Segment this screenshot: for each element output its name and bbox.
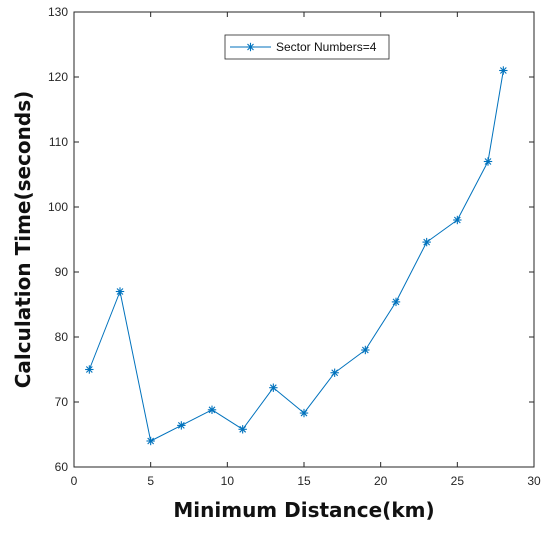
- ticks-layer: 0 5 10 15 20 25 30 60 70 80 90 100 110 120 130: [48, 5, 541, 488]
- data-point-marker: [422, 237, 431, 247]
- x-tick-label: 30: [527, 474, 541, 488]
- y-tick-label: 70: [55, 395, 69, 409]
- x-axis-label: Minimum Distance(km): [173, 498, 434, 522]
- y-axis-label: Calculation Time(seconds): [11, 91, 35, 389]
- x-tick-label: 15: [297, 474, 311, 488]
- data-point-marker: [177, 421, 186, 430]
- y-tick-label: 90: [55, 265, 69, 279]
- x-tick-label: 25: [451, 474, 465, 488]
- series-layer: [85, 66, 508, 446]
- data-point-marker: [238, 425, 247, 434]
- y-tick-label: 130: [48, 5, 68, 19]
- y-tick-label: 100: [48, 200, 68, 214]
- data-point-marker: [391, 297, 401, 307]
- y-tick-label: 80: [55, 330, 69, 344]
- data-point-marker: [361, 345, 370, 355]
- data-point-marker: [85, 365, 94, 374]
- x-tick-label: 20: [374, 474, 388, 488]
- y-tick-label: 110: [49, 135, 68, 149]
- x-tick-label: 0: [71, 474, 78, 488]
- data-point-marker: [207, 405, 217, 414]
- legend: Sector Numbers=4: [224, 34, 390, 60]
- y-tick-label: 60: [55, 460, 69, 474]
- data-point-marker: [299, 408, 309, 418]
- data-point-marker: [146, 436, 155, 446]
- data-point-marker: [269, 383, 278, 392]
- x-tick-label: 5: [147, 474, 154, 488]
- legend-asterisk-icon: [246, 42, 255, 52]
- data-point-marker: [330, 368, 339, 377]
- data-point-marker: [115, 287, 125, 296]
- plot-area-frame: [73, 11, 535, 468]
- legend-marker-icon: [246, 42, 255, 52]
- data-point-marker: [453, 215, 462, 225]
- y-tick-label: 120: [48, 70, 68, 84]
- x-tick-label: 10: [221, 474, 235, 488]
- data-point-marker: [499, 66, 508, 75]
- legend-label: Sector Numbers=4: [276, 40, 377, 54]
- data-point-marker: [483, 157, 493, 166]
